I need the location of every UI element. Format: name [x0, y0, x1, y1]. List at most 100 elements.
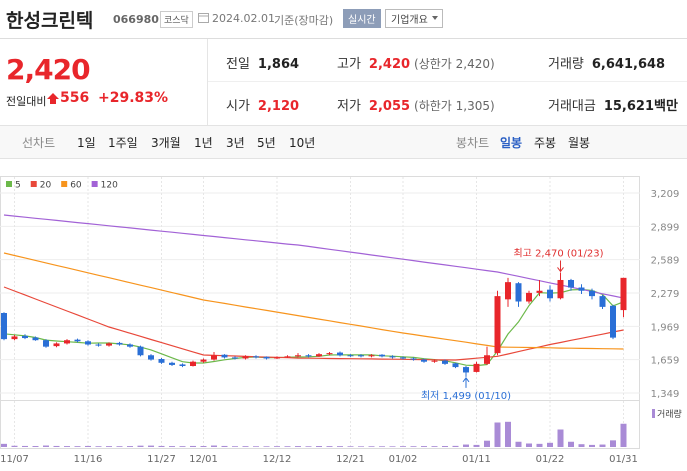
legend-swatch — [6, 181, 12, 187]
up-triangle — [47, 93, 59, 104]
tab[interactable]: 1일 — [77, 136, 96, 150]
period-tabs: 선차트 1일 1주일 3개월 1년 3년 5년 10년 봉차트 일봉 주봉 월봉 — [0, 125, 687, 159]
candle-body — [389, 356, 396, 358]
tab[interactable]: 3년 — [226, 136, 245, 150]
candle-body — [368, 355, 375, 357]
volume-bar — [127, 446, 133, 447]
realtime-button[interactable]: 실시간 — [343, 9, 381, 28]
annotation: 최고 2,470 (01/23) — [513, 247, 603, 259]
volume-bar — [284, 446, 291, 447]
divider — [207, 39, 208, 125]
volume-bar — [442, 446, 448, 447]
volume-bar — [589, 444, 595, 447]
candle-body — [200, 359, 207, 362]
candle-body — [599, 296, 606, 307]
candle-body — [242, 356, 249, 359]
volume-bar — [169, 446, 175, 447]
annotation-arrowhead — [462, 377, 470, 383]
x-tick-label: 01/22 — [536, 454, 565, 465]
plot-frame — [0, 176, 640, 449]
candle-body — [452, 363, 459, 368]
candle-body — [358, 355, 364, 357]
candle-body — [95, 344, 102, 346]
candle-body — [263, 356, 270, 359]
candle-body — [557, 279, 564, 299]
volume-bar — [137, 445, 144, 447]
x-tick-label: 01/02 — [389, 454, 418, 465]
volume-bar — [43, 445, 49, 447]
legend-label: 60 — [70, 181, 82, 191]
tab[interactable]: 주봉 — [534, 136, 557, 150]
tab[interactable]: 1주일 — [108, 136, 138, 150]
current-price: 2,420 — [6, 53, 91, 86]
volume-bar — [106, 446, 112, 447]
volume-bar — [379, 446, 385, 447]
candle-body — [1, 313, 7, 340]
x-tick-label: 12/21 — [336, 454, 365, 465]
stat-note: (상한가 2,420) — [414, 57, 495, 71]
tab[interactable]: 월봉 — [568, 136, 591, 150]
candle-body — [116, 342, 123, 345]
volume-bar — [221, 445, 228, 447]
candle-body — [11, 336, 18, 340]
candle-body — [431, 360, 438, 362]
stat: 시가 2,120 — [226, 95, 299, 114]
volume-label: 거래량 — [657, 408, 682, 420]
volume-bar — [148, 445, 154, 447]
market-badge: 코스닥 — [160, 11, 193, 28]
annotation-arrowhead — [557, 267, 564, 273]
volume-bar — [190, 445, 196, 447]
candle-body — [253, 356, 259, 358]
company-button[interactable]: 기업개요 — [385, 9, 443, 28]
tab[interactable]: 5년 — [257, 136, 276, 150]
candle-body — [337, 352, 343, 356]
stat-label: 고가 — [337, 57, 361, 72]
candle-body — [53, 343, 60, 347]
y-tick-label: 2,899 — [651, 222, 680, 233]
candle-body — [316, 354, 322, 357]
y-tick-label: 1,349 — [651, 389, 680, 400]
volume-bar — [116, 446, 123, 447]
change-label: 전일대비 — [6, 95, 47, 108]
volume-bar — [421, 446, 427, 447]
candle-body — [190, 361, 196, 367]
legend-swatch — [91, 181, 98, 187]
candle-body — [526, 292, 532, 302]
tab[interactable]: 1년 — [194, 136, 213, 150]
volume-bar — [337, 446, 343, 447]
candle-body — [484, 355, 490, 364]
candle-body — [494, 296, 501, 354]
y-tick-label: 2,279 — [651, 289, 680, 300]
volume-legend-swatch — [652, 409, 655, 418]
stat-label: 저가 — [337, 99, 361, 114]
legend-swatch — [61, 181, 68, 187]
stat: 거래량 6,641,648 — [548, 53, 665, 72]
volume-bar — [610, 440, 616, 447]
volume-bar — [494, 422, 501, 447]
volume-bar — [431, 446, 438, 447]
volume-bar — [578, 444, 585, 447]
candle-body — [589, 290, 595, 297]
tab-group-label: 선차트 — [22, 136, 56, 150]
x-tick-label: 11/27 — [147, 454, 176, 465]
volume-bar — [358, 446, 364, 447]
candle-body — [515, 283, 522, 302]
candle-body — [32, 337, 39, 341]
stat-value: 6,641,648 — [591, 57, 666, 72]
change-rate: +29.83% — [98, 90, 169, 106]
x-tick-label: 11/16 — [74, 454, 103, 465]
volume-bar — [536, 443, 543, 447]
candle-body — [221, 354, 228, 358]
candle-body — [610, 305, 616, 338]
tab[interactable]: 3개월 — [151, 136, 181, 150]
candle-body — [127, 344, 133, 347]
volume-bar — [232, 446, 238, 447]
volume-bar — [347, 446, 354, 447]
tab-active[interactable]: 일봉 — [500, 136, 523, 150]
candle-body — [463, 367, 469, 373]
volume-bar — [316, 446, 322, 447]
tab[interactable]: 10년 — [289, 136, 316, 150]
volume-bar — [400, 446, 406, 447]
